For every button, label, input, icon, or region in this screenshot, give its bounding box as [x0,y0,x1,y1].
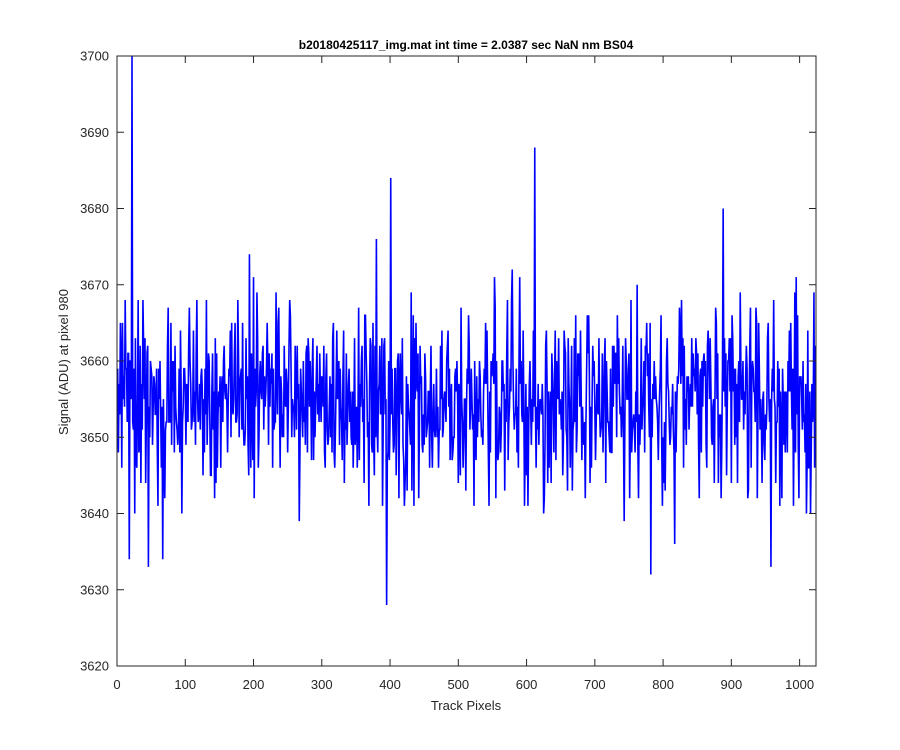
x-tick-label: 300 [311,677,333,692]
y-tick-label: 3630 [80,582,109,597]
x-tick-label: 0 [113,677,120,692]
y-axis-label: Signal (ADU) at pixel 980 [56,289,71,435]
series-line [117,56,816,606]
x-tick-label: 100 [174,677,196,692]
y-tick-label: 3690 [80,125,109,140]
y-tick-label: 3680 [80,201,109,216]
y-tick-label: 3700 [80,49,109,64]
x-tick-label: 900 [721,677,743,692]
y-tick-label: 3650 [80,430,109,445]
chart-title: b20180425117_img.mat int time = 2.0387 s… [299,38,634,52]
x-tick-label: 700 [584,677,606,692]
x-tick-label: 600 [516,677,538,692]
x-axis-label: Track Pixels [431,698,502,713]
plot-area [116,55,817,667]
y-tick-label: 3640 [80,506,109,521]
axis-ticks [116,55,816,667]
x-tick-label: 1000 [785,677,814,692]
x-tick-label: 500 [447,677,469,692]
y-tick-label: 3660 [80,354,109,369]
x-tick-label: 800 [652,677,674,692]
x-tick-label: 400 [379,677,401,692]
tick-labels: 0 100 200 300 400 500 600 700 800 900 1000 3620 3630… [80,49,814,693]
y-tick-label: 3670 [80,277,109,292]
y-tick-label: 3620 [80,659,109,674]
x-tick-label: 200 [243,677,265,692]
